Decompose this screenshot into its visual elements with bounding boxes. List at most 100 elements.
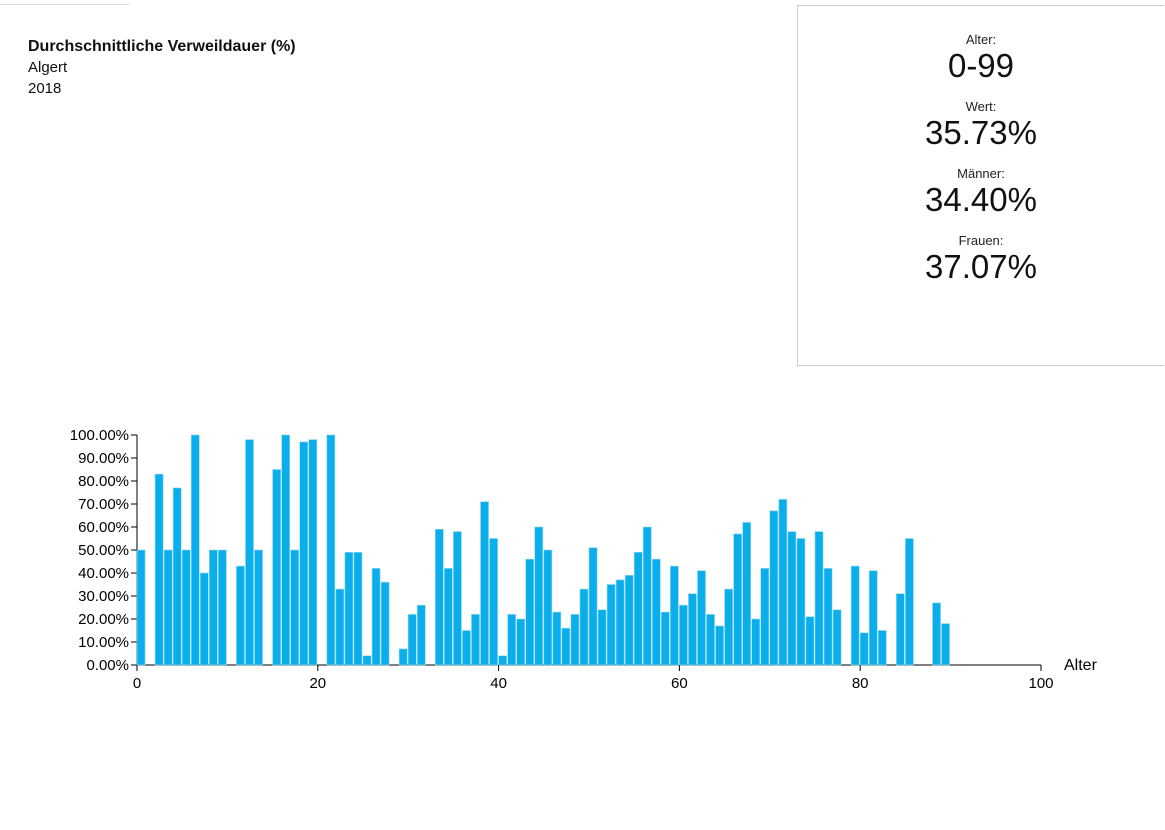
bar bbox=[679, 604, 688, 666]
bar bbox=[615, 579, 625, 666]
bar bbox=[579, 588, 589, 666]
bar bbox=[353, 551, 363, 666]
bar bbox=[471, 614, 480, 666]
bar bbox=[163, 549, 173, 666]
bar bbox=[480, 501, 489, 666]
bar bbox=[651, 558, 661, 666]
bar bbox=[877, 630, 887, 666]
x-axis-label: Alter bbox=[1064, 657, 1098, 674]
bar bbox=[453, 531, 462, 666]
panel-value: 34.40% bbox=[925, 181, 1037, 218]
bar bbox=[787, 531, 797, 666]
bar bbox=[932, 602, 941, 666]
x-tick-label: 80 bbox=[852, 675, 869, 692]
x-tick-label: 100 bbox=[1028, 675, 1053, 692]
bar bbox=[706, 614, 715, 666]
header: Durchschnittliche Verweildauer (%) Alger… bbox=[28, 36, 296, 99]
bar bbox=[760, 568, 770, 666]
bar bbox=[606, 584, 616, 666]
bar bbox=[905, 538, 914, 666]
bar bbox=[543, 549, 553, 666]
bar bbox=[326, 434, 336, 666]
bar bbox=[823, 568, 833, 666]
bar bbox=[941, 623, 950, 666]
bar bbox=[724, 588, 733, 666]
bar bbox=[769, 510, 779, 666]
y-tick-label: 30.00% bbox=[78, 588, 129, 605]
bar bbox=[733, 533, 742, 666]
panel-value: 37.07% bbox=[925, 248, 1037, 285]
bar bbox=[670, 565, 679, 666]
bar bbox=[435, 528, 444, 666]
title: Durchschnittliche Verweildauer (%) bbox=[28, 38, 296, 55]
bar bbox=[805, 616, 815, 666]
panel-label: Alter: bbox=[965, 32, 997, 47]
bar bbox=[371, 568, 381, 666]
bar bbox=[715, 625, 724, 666]
bar bbox=[290, 549, 300, 666]
bar bbox=[335, 588, 345, 666]
bar bbox=[236, 565, 245, 666]
y-tick-label: 90.00% bbox=[78, 450, 129, 467]
bar bbox=[308, 439, 318, 666]
bar bbox=[272, 469, 281, 666]
bar bbox=[172, 487, 182, 666]
bar bbox=[218, 549, 227, 666]
panel-value: 35.73% bbox=[925, 114, 1037, 151]
bar bbox=[154, 473, 164, 666]
bar bbox=[199, 572, 209, 666]
y-tick-label: 80.00% bbox=[78, 473, 129, 490]
bar bbox=[444, 568, 453, 666]
bar bbox=[344, 551, 354, 666]
info-panel: Alter: 0-99 Wert: 35.73% Männer: 34.40% Frauen… bbox=[797, 5, 1164, 366]
bar bbox=[398, 648, 408, 666]
bar bbox=[516, 618, 526, 666]
year: 2018 bbox=[28, 80, 62, 97]
bar bbox=[642, 526, 652, 666]
panel-label: Männer: bbox=[957, 166, 1005, 181]
bar bbox=[281, 434, 290, 666]
region: Algert bbox=[28, 59, 68, 76]
y-tick-label: 70.00% bbox=[78, 496, 129, 513]
bar bbox=[588, 547, 598, 666]
panel-label: Wert: bbox=[965, 99, 997, 114]
bar bbox=[597, 609, 607, 666]
bar bbox=[778, 499, 788, 666]
bar bbox=[534, 526, 544, 666]
bar bbox=[859, 632, 869, 666]
top-rule bbox=[0, 4, 130, 5]
bar bbox=[462, 630, 471, 666]
bar bbox=[525, 558, 535, 666]
y-tick-label: 60.00% bbox=[78, 519, 129, 536]
bar bbox=[561, 627, 571, 666]
bar bbox=[624, 574, 634, 666]
bar bbox=[661, 611, 670, 666]
y-tick-label: 50.00% bbox=[78, 542, 129, 559]
x-tick-label: 20 bbox=[309, 675, 326, 692]
bar bbox=[416, 604, 426, 666]
bar bbox=[489, 538, 498, 666]
panel-value: 0-99 bbox=[947, 47, 1015, 84]
bar bbox=[209, 549, 218, 666]
bar bbox=[697, 570, 706, 666]
bar bbox=[570, 614, 580, 666]
y-tick-label: 40.00% bbox=[78, 565, 129, 582]
bar bbox=[832, 609, 842, 666]
bar bbox=[633, 551, 643, 666]
bar bbox=[254, 549, 263, 666]
bar bbox=[552, 611, 562, 666]
bar bbox=[245, 439, 254, 666]
y-tick-label: 20.00% bbox=[78, 611, 129, 628]
bar bbox=[498, 655, 507, 666]
bar bbox=[380, 581, 390, 666]
bar bbox=[688, 593, 697, 666]
bar bbox=[136, 549, 146, 666]
bar bbox=[190, 434, 200, 666]
bar bbox=[751, 618, 761, 666]
bar bbox=[181, 549, 191, 666]
x-tick-label: 0 bbox=[133, 675, 141, 692]
bar bbox=[896, 593, 905, 666]
y-tick-label: 10.00% bbox=[78, 634, 129, 651]
